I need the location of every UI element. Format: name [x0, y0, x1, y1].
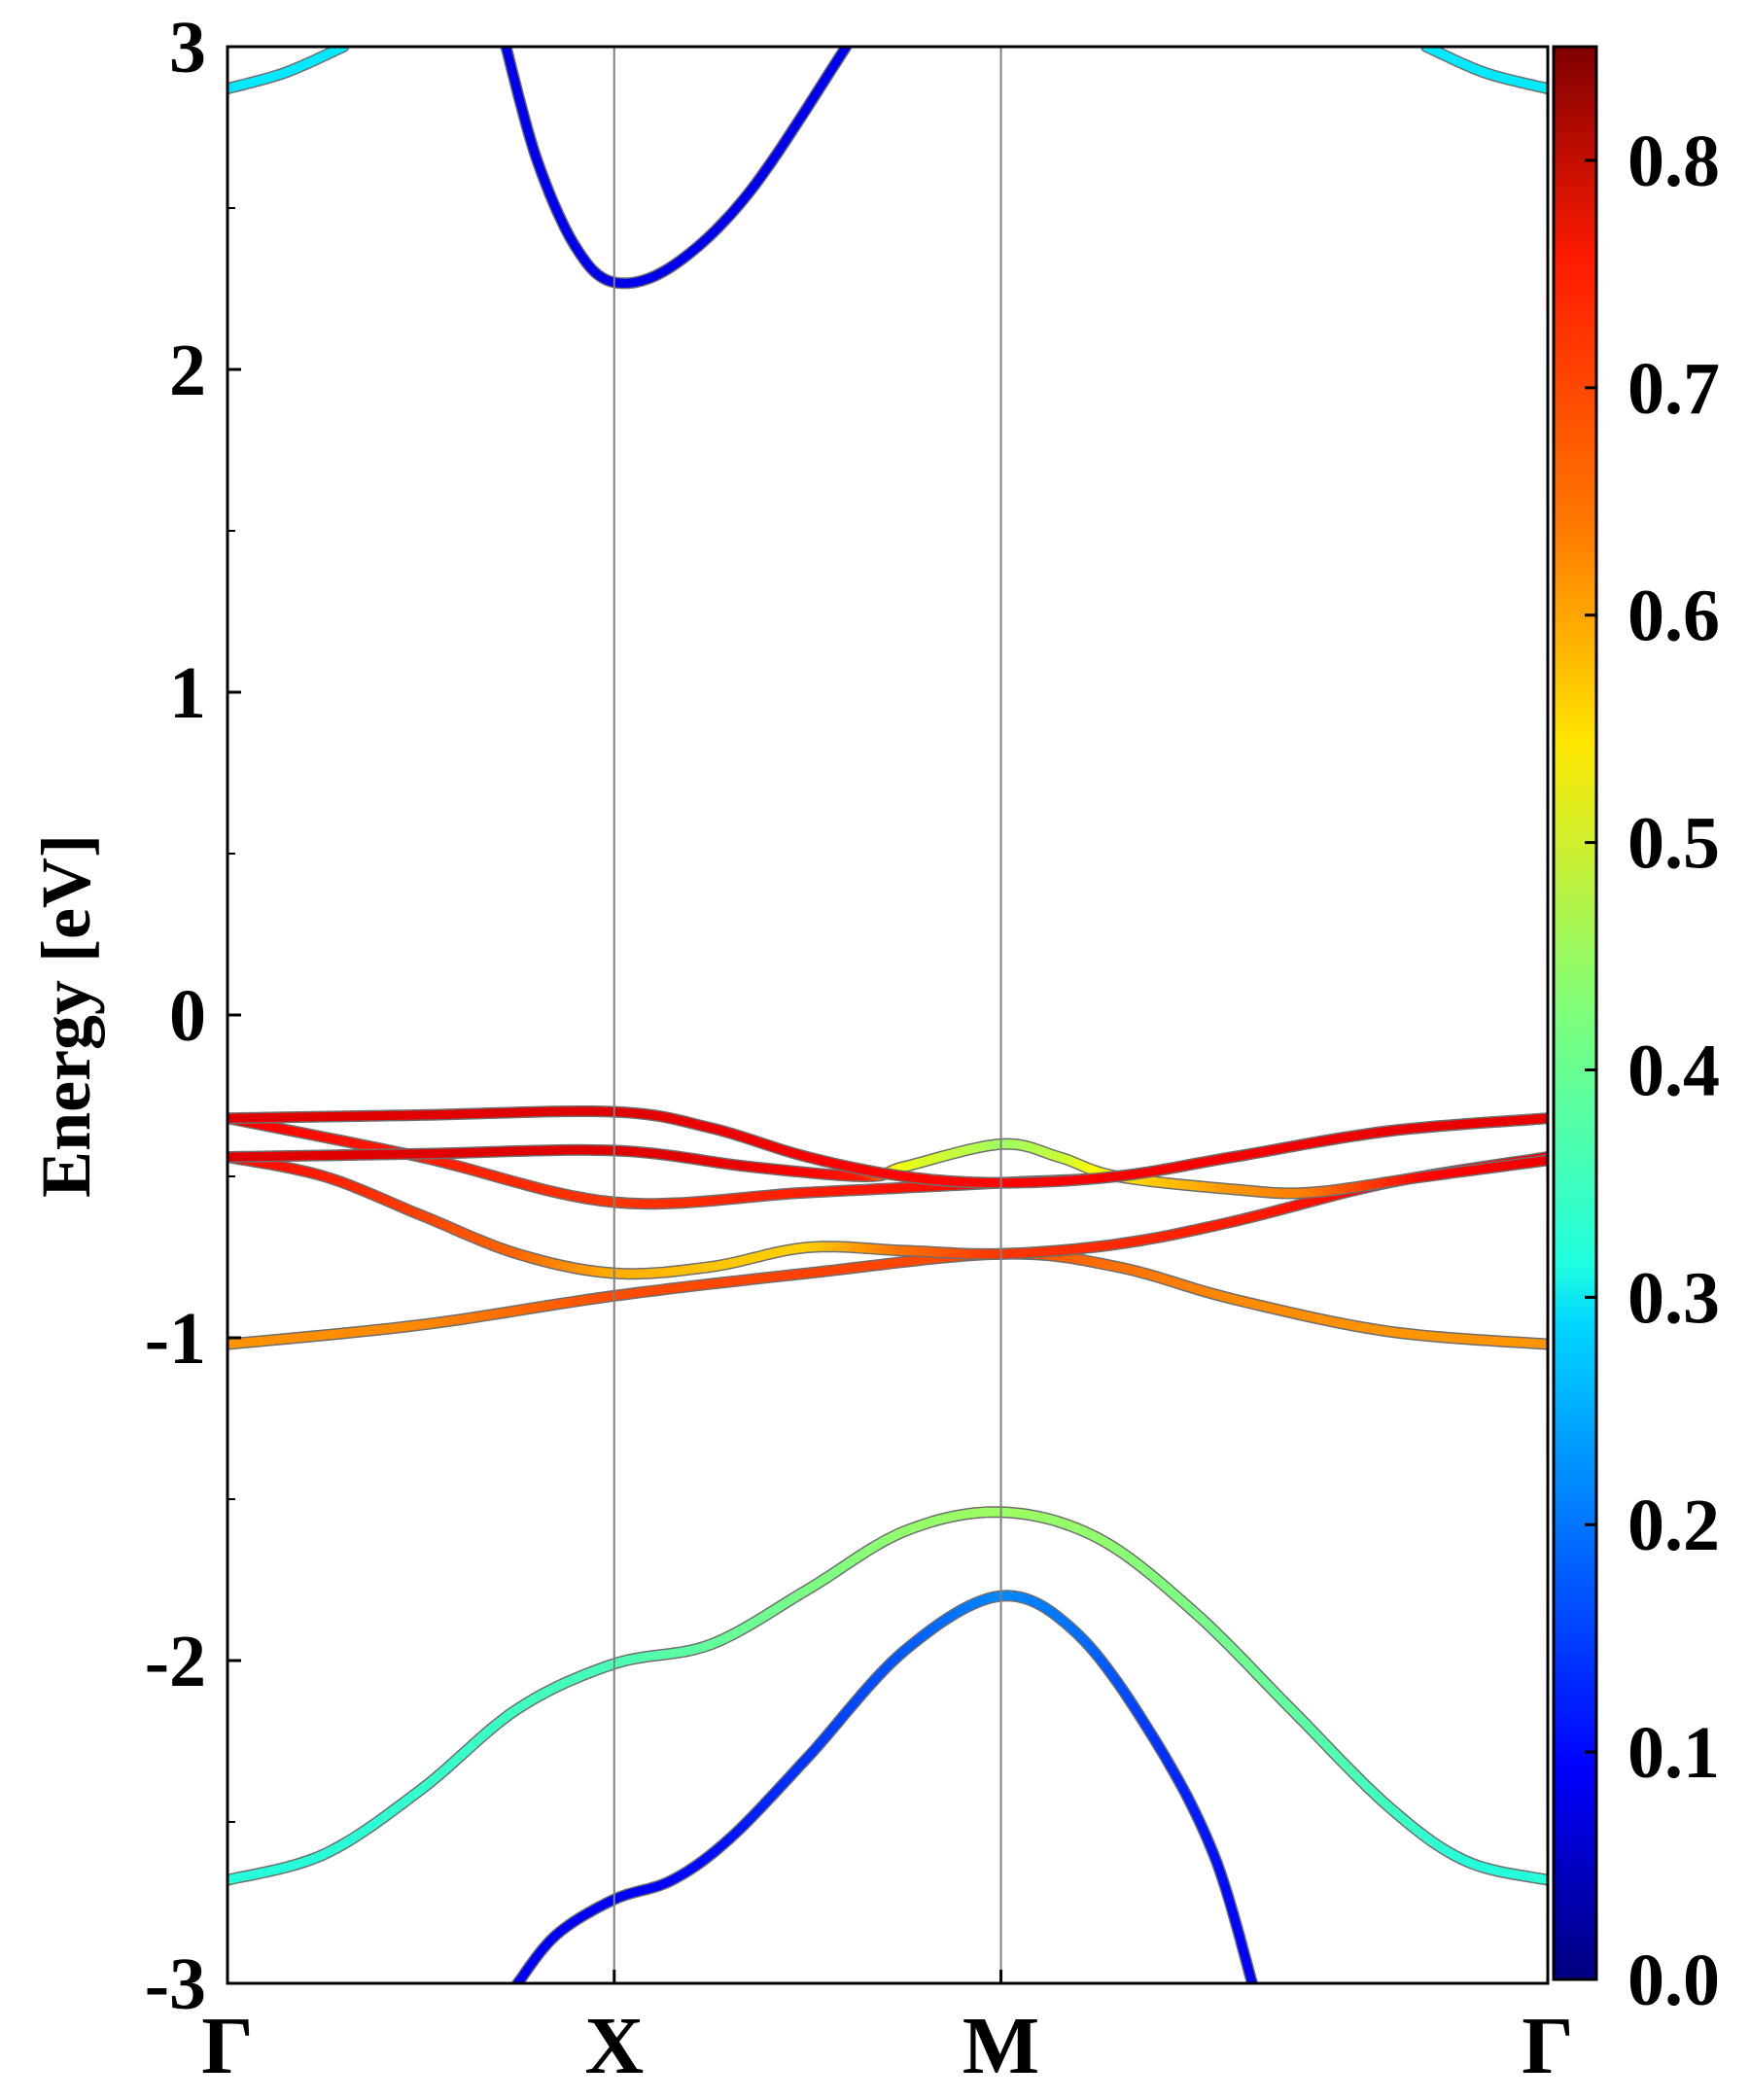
y-tick-label: -2	[145, 1621, 206, 1702]
band-10	[500, 47, 853, 290]
y-tick-label: -1	[145, 1298, 206, 1380]
x-tick-label: X	[584, 2001, 644, 2091]
band-3	[228, 1247, 1548, 1350]
colorbar-tick-label: 0.2	[1628, 1485, 1720, 1566]
band-outline	[228, 1506, 1548, 1886]
band-2	[511, 1590, 1259, 1983]
y-tick-label: 1	[169, 652, 206, 734]
band-8	[228, 47, 350, 95]
colorbar-tick-label: 0.8	[1628, 121, 1720, 202]
plot-frame	[226, 45, 1550, 1985]
x-tick-label: Γ	[201, 2001, 253, 2091]
colorbar-tick-label: 0.4	[1628, 1030, 1720, 1111]
colorbar-tick-label: 0.1	[1628, 1712, 1720, 1794]
y-axis-label: Energy [eV]	[27, 834, 105, 1198]
x-tick-label: Γ	[1522, 2001, 1573, 2091]
colorbar-tick-label: 0.5	[1628, 803, 1720, 885]
band-outline	[511, 1590, 1259, 1983]
band-7	[228, 1105, 1548, 1189]
y-tick-label: 0	[169, 975, 206, 1057]
band-9	[1420, 47, 1548, 95]
colorbar-tick-label: 0.3	[1628, 1257, 1720, 1339]
band-outline	[500, 47, 853, 290]
colorbar: 0.0 0.1 0.2 0.3 0.4 0.5 0.6 0.7 0.8	[1552, 45, 1720, 2021]
x-tick-label: M	[962, 2001, 1039, 2091]
y-tick-label: 3	[169, 7, 206, 88]
colorbar-tick-label: 0.7	[1628, 348, 1720, 430]
colorbar-gradient	[1552, 45, 1598, 1981]
y-tick-label: -3	[145, 1943, 206, 2025]
y-tick-label: 2	[169, 330, 206, 411]
band-1	[228, 1506, 1548, 1886]
axes-group: -3 -2 -1 0 1 2 3 Γ X M Γ	[145, 7, 1574, 2091]
colorbar-tick-label: 0.0	[1628, 1940, 1720, 2021]
bands-group	[228, 47, 1548, 1983]
colorbar-tick-label: 0.6	[1628, 576, 1720, 657]
